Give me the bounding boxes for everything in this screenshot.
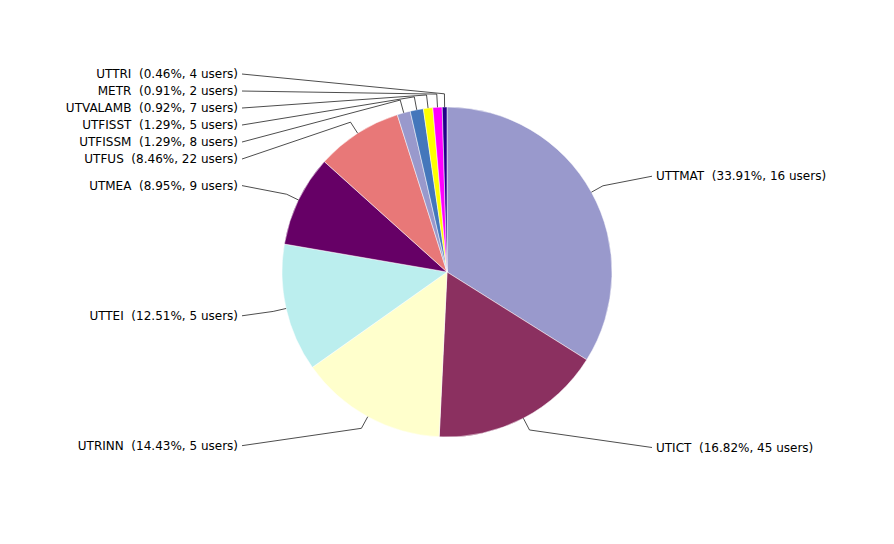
slice-label: UTTEI (12.51%, 5 users) [89,309,238,323]
slice-label: UTRINN (14.43%, 5 users) [78,439,238,453]
leader-line [242,91,438,107]
slice-label: UTFISST (1.29%, 5 users) [82,118,238,132]
pie-slice [442,107,447,272]
leader-line [242,122,358,159]
leader-line [242,186,299,200]
leader-line [242,417,368,446]
leader-line [523,418,652,447]
leader-line [242,95,428,108]
pie-slice [423,108,447,272]
leader-lines [242,74,652,447]
leader-line [242,97,417,125]
chart: UTTMAT (33.91%, 16 users) UTICT (16.82%, … [0,0,894,544]
plot: UTTMAT (33.91%, 16 users) UTICT (16.82%, … [66,67,826,454]
slice-label: UTTRI (0.46%, 4 users) [96,67,238,81]
pie-slice [439,272,587,437]
slice-label: METR (0.91%, 2 users) [98,84,238,98]
slices [282,107,612,437]
labels: UTTMAT (33.91%, 16 users) UTICT (16.82%, … [66,67,826,454]
slice-label: UTFUS (8.46%, 22 users) [84,152,238,166]
slice-label: UTMEA (8.95%, 9 users) [89,179,238,193]
leader-line [242,308,286,315]
slice-label: UTVALAMB (0.92%, 7 users) [66,101,238,115]
slice-label: UTFISSM (1.29%, 8 users) [79,135,238,149]
pie-slice [433,107,447,272]
leader-line [591,176,652,192]
slice-label: UTTMAT (33.91%, 16 users) [656,169,826,183]
slice-label: UTICT (16.82%, 45 users) [656,441,813,455]
leader-line [242,74,445,107]
